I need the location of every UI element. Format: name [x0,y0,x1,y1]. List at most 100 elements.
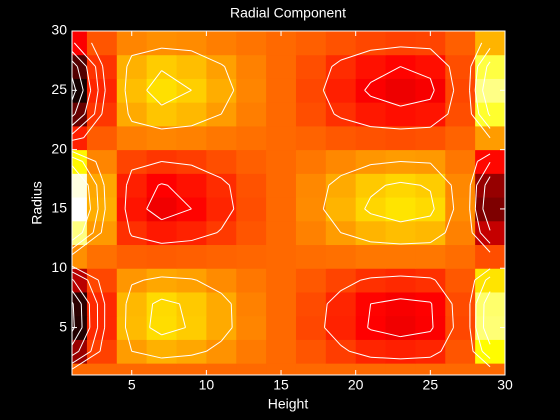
heatmap-cell [385,244,416,269]
contour-line [429,191,435,210]
contour-line [450,185,455,209]
contour-line [430,232,446,244]
x-tick-label: 25 [423,377,439,393]
contour-line [429,90,435,100]
contour-line [161,354,192,359]
contour-line [370,356,401,360]
heatmap-cell [325,291,357,317]
heatmap-cell [475,54,505,79]
heatmap-cell [295,268,327,293]
heatmap-cell [72,125,88,151]
contour-line [146,70,162,91]
contour-line [87,185,92,209]
contour-line [74,90,84,115]
heatmap-cell [116,291,148,317]
contour-line [469,280,476,304]
contour-line [477,153,491,162]
heatmap-cell [445,197,476,222]
heatmap-cell [116,125,148,151]
heatmap-cell [176,268,207,293]
contour-line [101,177,105,186]
contour-line [131,47,162,57]
heatmap-cell [415,197,446,222]
contour-line [127,113,133,122]
contour-line [124,303,127,328]
heatmap-cell [236,339,267,364]
heatmap-cell [266,197,297,222]
heatmap-cell [72,220,88,246]
heatmap-cell [295,244,327,269]
contour-line [430,48,450,67]
heatmap-cell [206,244,237,269]
contour-line [196,279,222,294]
contour-line [482,208,491,231]
contour-line [328,175,342,186]
contour-line [129,232,133,237]
heatmap-cell [236,31,267,56]
heatmap-cell [295,125,327,151]
contour-line [161,70,192,91]
contour-line [101,64,104,67]
contour-line [221,63,225,67]
contour-line [478,113,491,129]
contour-line [101,293,106,304]
heatmap-cell [236,220,267,246]
contour-line [340,344,350,352]
heatmap-cell [325,54,357,79]
heatmap-cell [445,291,476,317]
heatmap-cell [116,363,148,375]
heatmap-cell [176,197,207,222]
heatmap-cell [325,244,357,269]
heatmap-cell [445,125,476,151]
contour-line [400,331,431,338]
y-tick-label: 20 [51,140,67,156]
heatmap-cell [176,78,207,103]
contour-line [191,164,222,179]
contour-line [87,279,98,305]
contour-line [420,184,431,192]
heatmap-cell [475,244,505,269]
x-tick-label: 20 [348,377,364,393]
contour-line [99,341,103,352]
contour-line [124,327,133,352]
heatmap-cell [385,363,416,375]
contour-line [476,161,491,186]
heatmap-cell [236,102,267,127]
heatmap-cell [236,54,267,79]
contour-line [191,50,222,65]
contour-line [73,42,96,67]
contour-line [431,303,434,328]
heatmap-cell [176,125,207,151]
contour-line [469,185,471,209]
contour-line [167,184,192,210]
contour-line [72,271,88,281]
x-axis-label: Height [268,396,309,412]
contour-line [158,183,162,186]
contour-line [470,42,483,67]
heatmap-cell [146,244,178,269]
contour-line [161,183,168,186]
heatmap-cell [355,102,387,127]
heatmap-cell [295,291,327,317]
contour-line [78,327,91,352]
contour-line [82,161,98,186]
y-tick-label: 5 [59,318,67,334]
contour-line [326,290,342,305]
heatmap-cell [266,363,297,375]
heatmap-cell [176,173,207,198]
y-tick-label: 25 [51,81,67,97]
contour-line [102,66,106,91]
contour-line [124,208,131,233]
heatmap-cell [385,339,416,364]
heatmap-cell [475,125,505,151]
heatmap-cell [475,31,505,56]
heatmap-cell [385,291,416,317]
contour-line [146,208,162,221]
heatmap-cell [355,363,387,375]
contour-line [124,90,129,115]
heatmap-cell [385,197,416,222]
heatmap-cell [445,268,476,293]
heatmap-cell [206,78,237,103]
contour-line [483,327,491,345]
contour-line [124,185,127,209]
